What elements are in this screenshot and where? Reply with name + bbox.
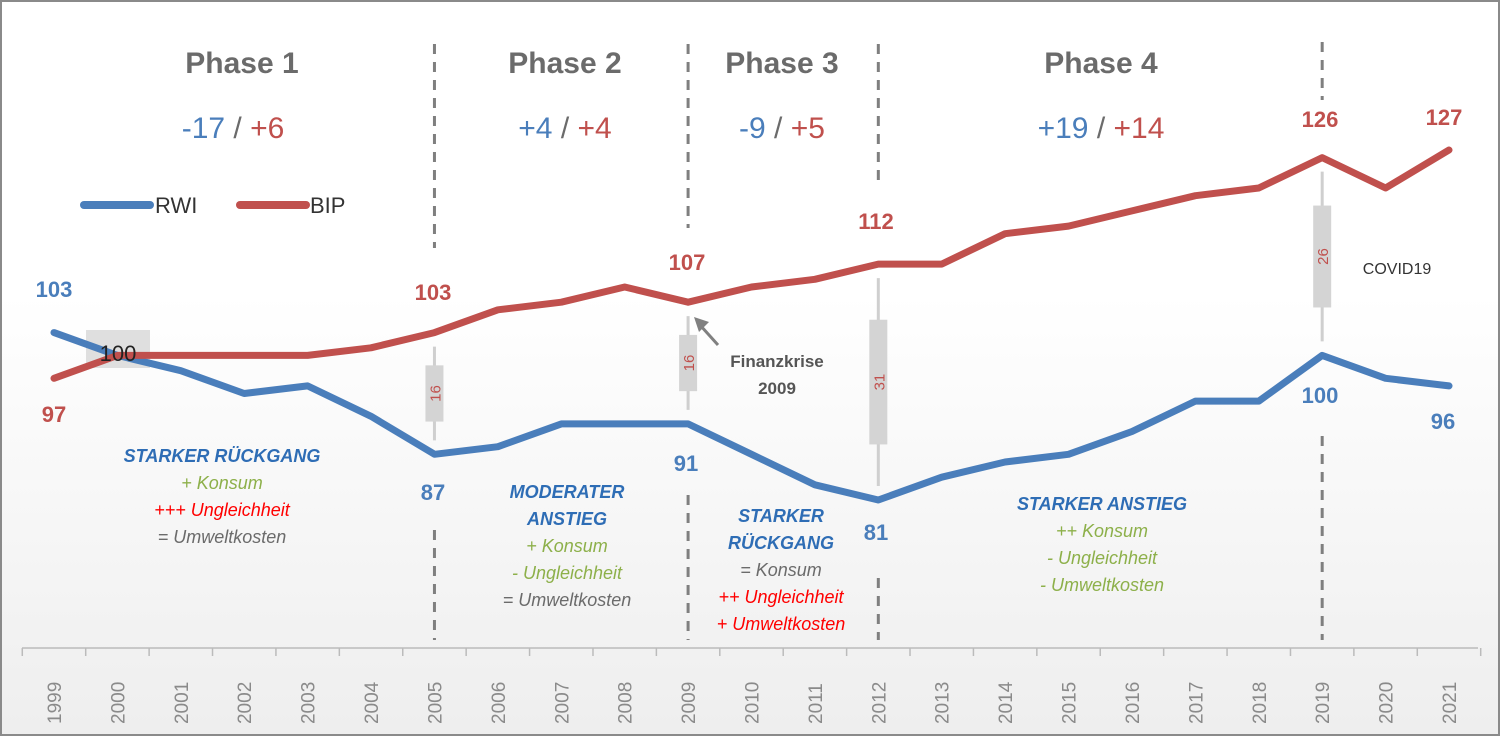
x-tick-label: 2010	[743, 682, 764, 724]
rwi-point-label: 87	[421, 480, 445, 505]
x-tick-label: 2000	[108, 682, 129, 724]
phase-note-line: - Ungleichheit	[1047, 548, 1158, 568]
phase-note-line: +++ Ungleichheit	[154, 500, 291, 520]
x-tick-label: 2003	[299, 682, 320, 724]
rwi-point-label: 96	[1431, 409, 1455, 434]
gap-bar-label: 16	[681, 355, 698, 372]
phase-note-line: MODERATER	[510, 482, 625, 502]
x-tick-label: 2020	[1377, 682, 1398, 724]
x-tick-label: 1999	[45, 682, 66, 724]
x-tick-label: 2004	[362, 681, 383, 724]
phase-note-line: ++ Ungleichheit	[718, 587, 844, 607]
x-tick-label: 2008	[616, 682, 637, 724]
series-line-bip	[50, 146, 1453, 382]
gap-bar-label: 26	[1315, 248, 1332, 265]
finanzkrise-label: Finanzkrise	[730, 352, 824, 371]
rwi-point-label: 103	[36, 277, 73, 302]
rwi-point-label: 91	[674, 451, 698, 476]
phase-note-line: = Umweltkosten	[503, 590, 632, 610]
phase-note-line: = Konsum	[740, 560, 822, 580]
x-tick-label: 2019	[1313, 682, 1334, 724]
phase-title: Phase 4	[1044, 47, 1158, 80]
x-tick-label: 2012	[869, 682, 890, 724]
legend-label-rwi: RWI	[155, 193, 197, 218]
x-tick-label: 2015	[1060, 682, 1081, 724]
gap-bar	[679, 334, 698, 392]
finanzkrise-arrow-head	[694, 317, 709, 332]
phase-title: Phase 3	[725, 47, 838, 80]
phase-note-line: + Konsum	[181, 473, 263, 493]
phase-note-line: STARKER	[738, 506, 824, 526]
phase-note-line: - Ungleichheit	[512, 563, 623, 583]
x-tick-label: 2007	[552, 682, 573, 724]
rwi-point-label: 81	[864, 520, 888, 545]
phase-note-line: STARKER RÜCKGANG	[124, 446, 321, 466]
x-tick-label: 2021	[1440, 682, 1461, 724]
x-tick-label: 2005	[425, 682, 446, 724]
phase-change: -9 / +5	[739, 112, 825, 145]
gap-bar	[425, 365, 444, 422]
x-tick-label: 2014	[996, 681, 1017, 724]
phase-note-line: STARKER ANSTIEG	[1017, 494, 1187, 514]
bip-point-label: 126	[1302, 107, 1339, 132]
phase-note-line: RÜCKGANG	[728, 533, 834, 553]
x-tick-label: 2016	[1123, 682, 1144, 724]
gap-bar	[869, 319, 888, 445]
gap-bar-label: 31	[871, 374, 888, 391]
x-tick-label: 2006	[489, 682, 510, 724]
series-line-rwi	[50, 329, 1453, 504]
phase-note-line: = Umweltkosten	[158, 527, 287, 547]
phase-title: Phase 1	[185, 47, 298, 80]
x-tick-label: 2001	[172, 682, 193, 724]
phase-note-line: ++ Konsum	[1056, 521, 1148, 541]
phase-note-line: + Umweltkosten	[717, 614, 846, 634]
legend-label-bip: BIP	[310, 193, 345, 218]
bip-point-label: 97	[42, 402, 66, 427]
phase-note-line: - Umweltkosten	[1040, 575, 1164, 595]
phase-change: +19 / +14	[1038, 112, 1165, 145]
finanzkrise-year: 2009	[758, 379, 796, 398]
rwi-point-label: 100	[1302, 383, 1339, 408]
phase-change: -17 / +6	[182, 112, 285, 145]
finanzkrise-arrow-line	[698, 323, 720, 347]
gap-bar	[1313, 205, 1332, 308]
x-tick-label: 2013	[933, 682, 954, 724]
x-tick-label: 2011	[806, 683, 827, 724]
bip-point-label: 107	[669, 250, 706, 275]
bip-point-label: 127	[1426, 105, 1463, 130]
x-tick-label: 2009	[679, 682, 700, 724]
phase-title: Phase 2	[508, 47, 621, 80]
phase-note-line: + Konsum	[526, 536, 608, 556]
phase-note-line: ANSTIEG	[526, 509, 607, 529]
gap-bar-label: 16	[427, 385, 444, 402]
phase-change: +4 / +4	[518, 112, 611, 145]
x-tick-label: 2002	[235, 682, 256, 724]
covid-label: COVID19	[1363, 261, 1432, 278]
bip-point-label: 112	[858, 209, 894, 234]
index-base-label: 100	[100, 341, 137, 366]
x-tick-label: 2017	[1186, 682, 1207, 724]
x-tick-label: 2018	[1250, 682, 1271, 724]
bip-point-label: 103	[415, 280, 452, 305]
